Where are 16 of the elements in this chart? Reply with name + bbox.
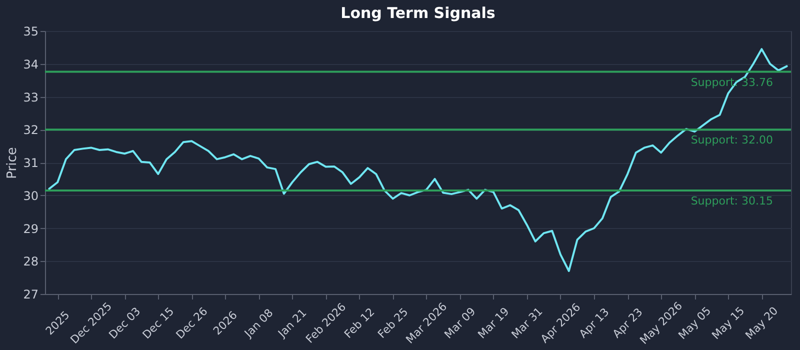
chart-title: Long Term Signals xyxy=(340,4,496,22)
y-tick-label: 34 xyxy=(23,57,38,72)
ref-line-label: Support: 32.00 xyxy=(690,134,773,147)
y-tick-label: 29 xyxy=(23,222,38,236)
line-series xyxy=(48,48,788,272)
y-tick-label: 35 xyxy=(23,24,38,38)
y-axis-title: Price xyxy=(5,147,20,179)
x-tick-label: Mar 19 xyxy=(475,305,512,342)
y-tick-label: 32 xyxy=(23,123,38,138)
x-tick-label: Jan 08 xyxy=(241,306,276,341)
y-tick-label: 28 xyxy=(23,254,38,269)
y-tick-label: 27 xyxy=(23,288,38,302)
y-tick-label: 30 xyxy=(23,188,38,203)
y-tick-label: 33 xyxy=(23,90,38,104)
ref-line-label: Support: 30.15 xyxy=(690,194,773,208)
y-tick-label: 31 xyxy=(23,156,38,170)
